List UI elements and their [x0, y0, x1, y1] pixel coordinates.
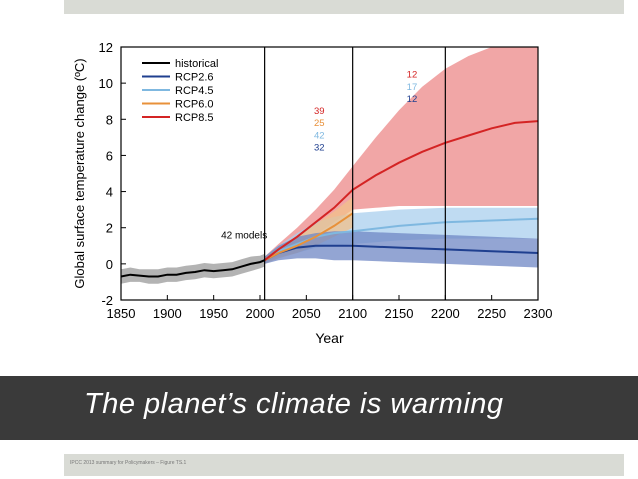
legend-label: RCP6.0 [175, 99, 214, 111]
x-tick-label: 2050 [292, 306, 321, 321]
line-rcp85 [263, 120, 538, 261]
legend-label: RCP4.5 [175, 85, 214, 97]
y-axis-label: Global surface temperature change (ºC) [72, 58, 87, 288]
x-tick-label: 2300 [524, 306, 553, 321]
x-tick-label: 2000 [246, 306, 275, 321]
x-tick-label: 2100 [338, 306, 367, 321]
y-tick-label: 12 [99, 40, 113, 55]
y-tick-label: 8 [106, 112, 113, 127]
title-band: The planet’s climate is warming [0, 376, 638, 440]
legend-label: historical [175, 58, 218, 70]
band-rcp26 [264, 231, 538, 268]
plot-frame [120, 46, 539, 301]
top-decor-bar [64, 0, 624, 14]
model-count-rcp45: 17 [407, 82, 418, 93]
y-tick-label: 0 [106, 257, 113, 272]
x-tick-label: 2250 [477, 306, 506, 321]
model-count-rcp85: 12 [407, 70, 418, 81]
model-count-rcp45: 42 [314, 130, 325, 141]
x-tick-label: 1850 [107, 306, 136, 321]
legend-label: RCP2.6 [175, 72, 214, 84]
chart-container: 1850 1900 1950 2000 2050 2100 2150 2200 2250 2300… [0, 14, 638, 366]
y-tick-label: 4 [106, 185, 113, 200]
source-note: IPCC 2013 summary for Policymakers – Fig… [70, 460, 187, 466]
line-rcp45 [264, 217, 538, 262]
model-count-rcp85: 39 [314, 106, 325, 117]
x-axis-label: Year [315, 330, 344, 346]
x-tick-label: 2150 [385, 306, 414, 321]
y-tick-label: 6 [106, 148, 113, 163]
x-tick-label: 1900 [153, 306, 182, 321]
x-tick-label: 1950 [199, 306, 228, 321]
annotation-models: 42 models [221, 231, 267, 242]
y-tick-label: 2 [106, 221, 113, 236]
y-tick-label: 10 [99, 76, 113, 91]
slide-title: The planet’s climate is warming [84, 388, 504, 420]
x-tick-label: 2200 [431, 306, 460, 321]
footer-band: IPCC 2013 summary for Policymakers – Fig… [64, 454, 624, 476]
model-count-rcp26: 12 [407, 94, 418, 105]
line-rcp60 [264, 212, 354, 262]
line-historical [121, 259, 265, 278]
legend-label: RCP8.5 [175, 112, 214, 124]
model-count-rcp60: 25 [314, 118, 325, 129]
band-historical [121, 253, 265, 284]
temperature-chart: 1850 1900 1950 2000 2050 2100 2150 2200 2250 2300… [72, 40, 553, 346]
model-count-rcp26: 32 [314, 142, 325, 153]
y-tick-label: -2 [101, 293, 113, 308]
